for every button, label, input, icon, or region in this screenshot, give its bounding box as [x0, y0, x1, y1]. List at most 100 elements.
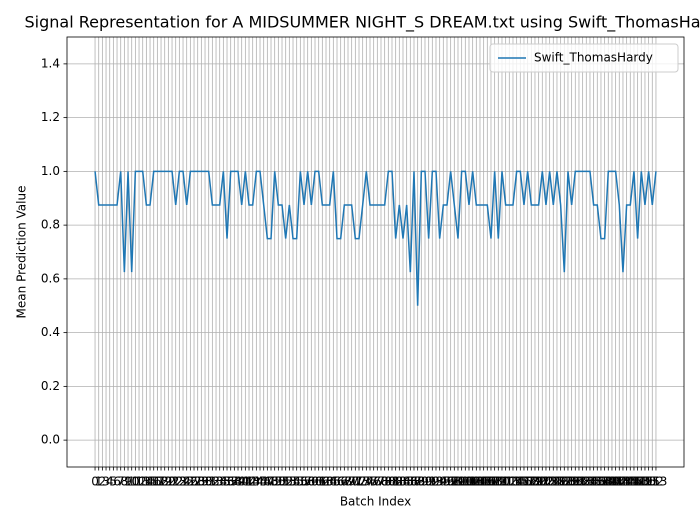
x-tick-label: 34 [212, 475, 227, 489]
x-tick-label: 18 [153, 475, 168, 489]
x-tick-label: 17 [150, 475, 165, 489]
x-tick-label: 127 [549, 475, 572, 489]
y-tick-label: 0.0 [41, 433, 60, 447]
x-tick-label: 107 [476, 475, 499, 489]
x-tick-label: 125 [542, 475, 565, 489]
x-tick-label: 99 [450, 475, 465, 489]
x-tick-label: 28 [190, 475, 205, 489]
x-tick-label: 22 [168, 475, 183, 489]
x-tick-label: 13 [135, 475, 150, 489]
x-tick-label: 52 [278, 475, 293, 489]
x-tick-label: 62 [315, 475, 330, 489]
x-tick-label: 14 [139, 475, 154, 489]
x-tick-label: 83 [392, 475, 407, 489]
chart-title: Signal Representation for A MIDSUMMER NI… [24, 13, 700, 33]
x-tick-label: 130 [560, 475, 583, 489]
x-tick-label: 57 [296, 475, 311, 489]
x-tick-label: 41 [238, 475, 253, 489]
x-tick-label: 21 [164, 475, 179, 489]
x-tick-label: 11 [128, 475, 143, 489]
y-tick-label: 0.6 [41, 271, 60, 285]
x-tick-label: 5 [110, 475, 118, 489]
x-tick-label: 144 [612, 475, 635, 489]
x-tick-label: 2 [99, 475, 107, 489]
x-tick-label: 72 [351, 475, 366, 489]
x-tick-label: 149 [630, 475, 653, 489]
x-tick-label: 120 [524, 475, 547, 489]
x-tick-label: 142 [604, 475, 627, 489]
x-tick-label: 135 [579, 475, 602, 489]
x-tick-label: 67 [333, 475, 348, 489]
x-tick-label: 56 [293, 475, 308, 489]
x-tick-label: 69 [340, 475, 355, 489]
x-tick-label: 20 [161, 475, 176, 489]
x-tick-label: 38 [227, 475, 242, 489]
x-tick-label: 19 [157, 475, 172, 489]
x-tick-label: 65 [326, 475, 341, 489]
x-tick-label: 39 [230, 475, 245, 489]
y-tick-label: 1.2 [41, 110, 60, 124]
x-tick-label: 24 [175, 475, 190, 489]
x-tick-label: 15 [142, 475, 157, 489]
x-tick-label: 86 [403, 475, 418, 489]
x-tick-label: 74 [359, 475, 374, 489]
x-tick-label: 27 [186, 475, 201, 489]
x-tick-label: 37 [223, 475, 238, 489]
x-tick-label: 89 [414, 475, 429, 489]
x-tick-label: 152 [641, 475, 664, 489]
y-tick-label: 1.0 [41, 164, 60, 178]
x-tick-label: 105 [469, 475, 492, 489]
x-tick-label: 75 [362, 475, 377, 489]
x-tick-label: 35 [216, 475, 231, 489]
x-tick-label: 25 [179, 475, 194, 489]
x-tick-label: 50 [271, 475, 286, 489]
x-tick-label: 131 [564, 475, 587, 489]
x-tick-label: 121 [527, 475, 550, 489]
x-tick-label: 61 [311, 475, 326, 489]
x-tick-label: 10 [124, 475, 139, 489]
x-tick-label: 29 [194, 475, 209, 489]
y-tick-label: 0.4 [41, 325, 60, 339]
x-tick-label: 128 [553, 475, 576, 489]
x-tick-label: 7 [117, 475, 125, 489]
x-axis-label: Batch Index [340, 495, 411, 509]
x-tick-label: 88 [410, 475, 425, 489]
x-tick-label: 153 [645, 475, 668, 489]
x-tick-label: 77 [370, 475, 385, 489]
x-tick-label: 103 [461, 475, 484, 489]
x-tick-label: 43 [245, 475, 260, 489]
x-tick-label: 58 [300, 475, 315, 489]
x-tick-label: 117 [513, 475, 536, 489]
x-tick-label: 98 [447, 475, 462, 489]
x-tick-label: 114 [502, 475, 525, 489]
x-tick-label: 146 [619, 475, 642, 489]
x-tick-label: 36 [219, 475, 234, 489]
x-tick-label: 111 [491, 475, 514, 489]
x-tick-label: 108 [480, 475, 503, 489]
x-tick-label: 26 [183, 475, 198, 489]
x-tick-label: 90 [417, 475, 432, 489]
x-tick-label: 113 [498, 475, 521, 489]
x-tick-label: 106 [472, 475, 495, 489]
x-tick-label: 55 [289, 475, 304, 489]
x-tick-label: 64 [322, 475, 337, 489]
x-tick-label: 44 [249, 475, 264, 489]
x-tick-label: 70 [344, 475, 359, 489]
x-tick-label: 33 [208, 475, 223, 489]
x-tick-label: 49 [267, 475, 282, 489]
x-tick-label: 101 [454, 475, 477, 489]
x-tick-label: 12 [131, 475, 146, 489]
x-tick-label: 134 [575, 475, 598, 489]
y-tick-label: 0.2 [41, 379, 60, 393]
y-axis-label: Mean Prediction Value [15, 186, 29, 319]
x-tick-label: 143 [608, 475, 631, 489]
x-tick-label: 32 [205, 475, 220, 489]
x-tick-label: 79 [377, 475, 392, 489]
x-tick-label: 102 [458, 475, 481, 489]
x-tick-label: 112 [494, 475, 517, 489]
x-tick-label: 73 [355, 475, 370, 489]
x-tick-label: 132 [568, 475, 591, 489]
x-tick-label: 126 [546, 475, 569, 489]
x-tick-label: 140 [597, 475, 620, 489]
